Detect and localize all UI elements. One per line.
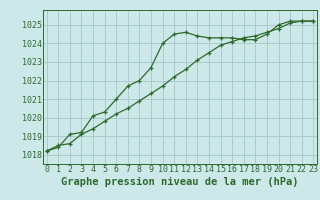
X-axis label: Graphe pression niveau de la mer (hPa): Graphe pression niveau de la mer (hPa)	[61, 177, 299, 187]
